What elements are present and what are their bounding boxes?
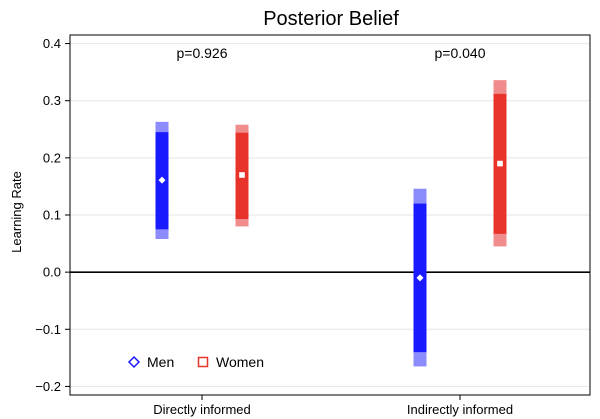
p-value-annotation: p=0.926: [177, 45, 228, 61]
legend-women-symbol: [197, 356, 209, 368]
legend-men-label: Men: [147, 354, 174, 370]
y-tick-label: 0.2: [43, 150, 61, 165]
y-tick-label: −0.2: [35, 379, 61, 394]
y-tick-label: 0.0: [43, 265, 61, 280]
estimate-markers: [158, 160, 503, 282]
p-value-annotation: p=0.040: [435, 45, 486, 61]
legend: Men Women: [127, 354, 264, 370]
legend-men-symbol: [127, 355, 141, 369]
p-value-annotations: p=0.926 p=0.040: [177, 45, 486, 61]
x-tick-label: Directly informed: [153, 402, 251, 417]
y-tick-label: −0.1: [35, 322, 61, 337]
men-estimate-marker: [416, 274, 424, 282]
women-estimate-marker: [497, 160, 503, 167]
y-axis-title: Learning Rate: [9, 171, 24, 253]
women-estimate-marker: [239, 172, 245, 178]
y-tick-label: 0.4: [43, 36, 61, 51]
y-tick-label: 0.1: [43, 208, 61, 223]
x-axis: Directly informed Indirectly informed: [153, 395, 513, 417]
y-axis: −0.2 −0.1 0.0 0.1 0.2 0.3 0.4: [35, 36, 70, 394]
y-tick-label: 0.3: [43, 93, 61, 108]
men-estimate-marker: [158, 176, 166, 184]
x-tick-label: Indirectly informed: [407, 402, 513, 417]
chart-title: Posterior Belief: [263, 8, 399, 30]
legend-women-label: Women: [216, 354, 264, 370]
